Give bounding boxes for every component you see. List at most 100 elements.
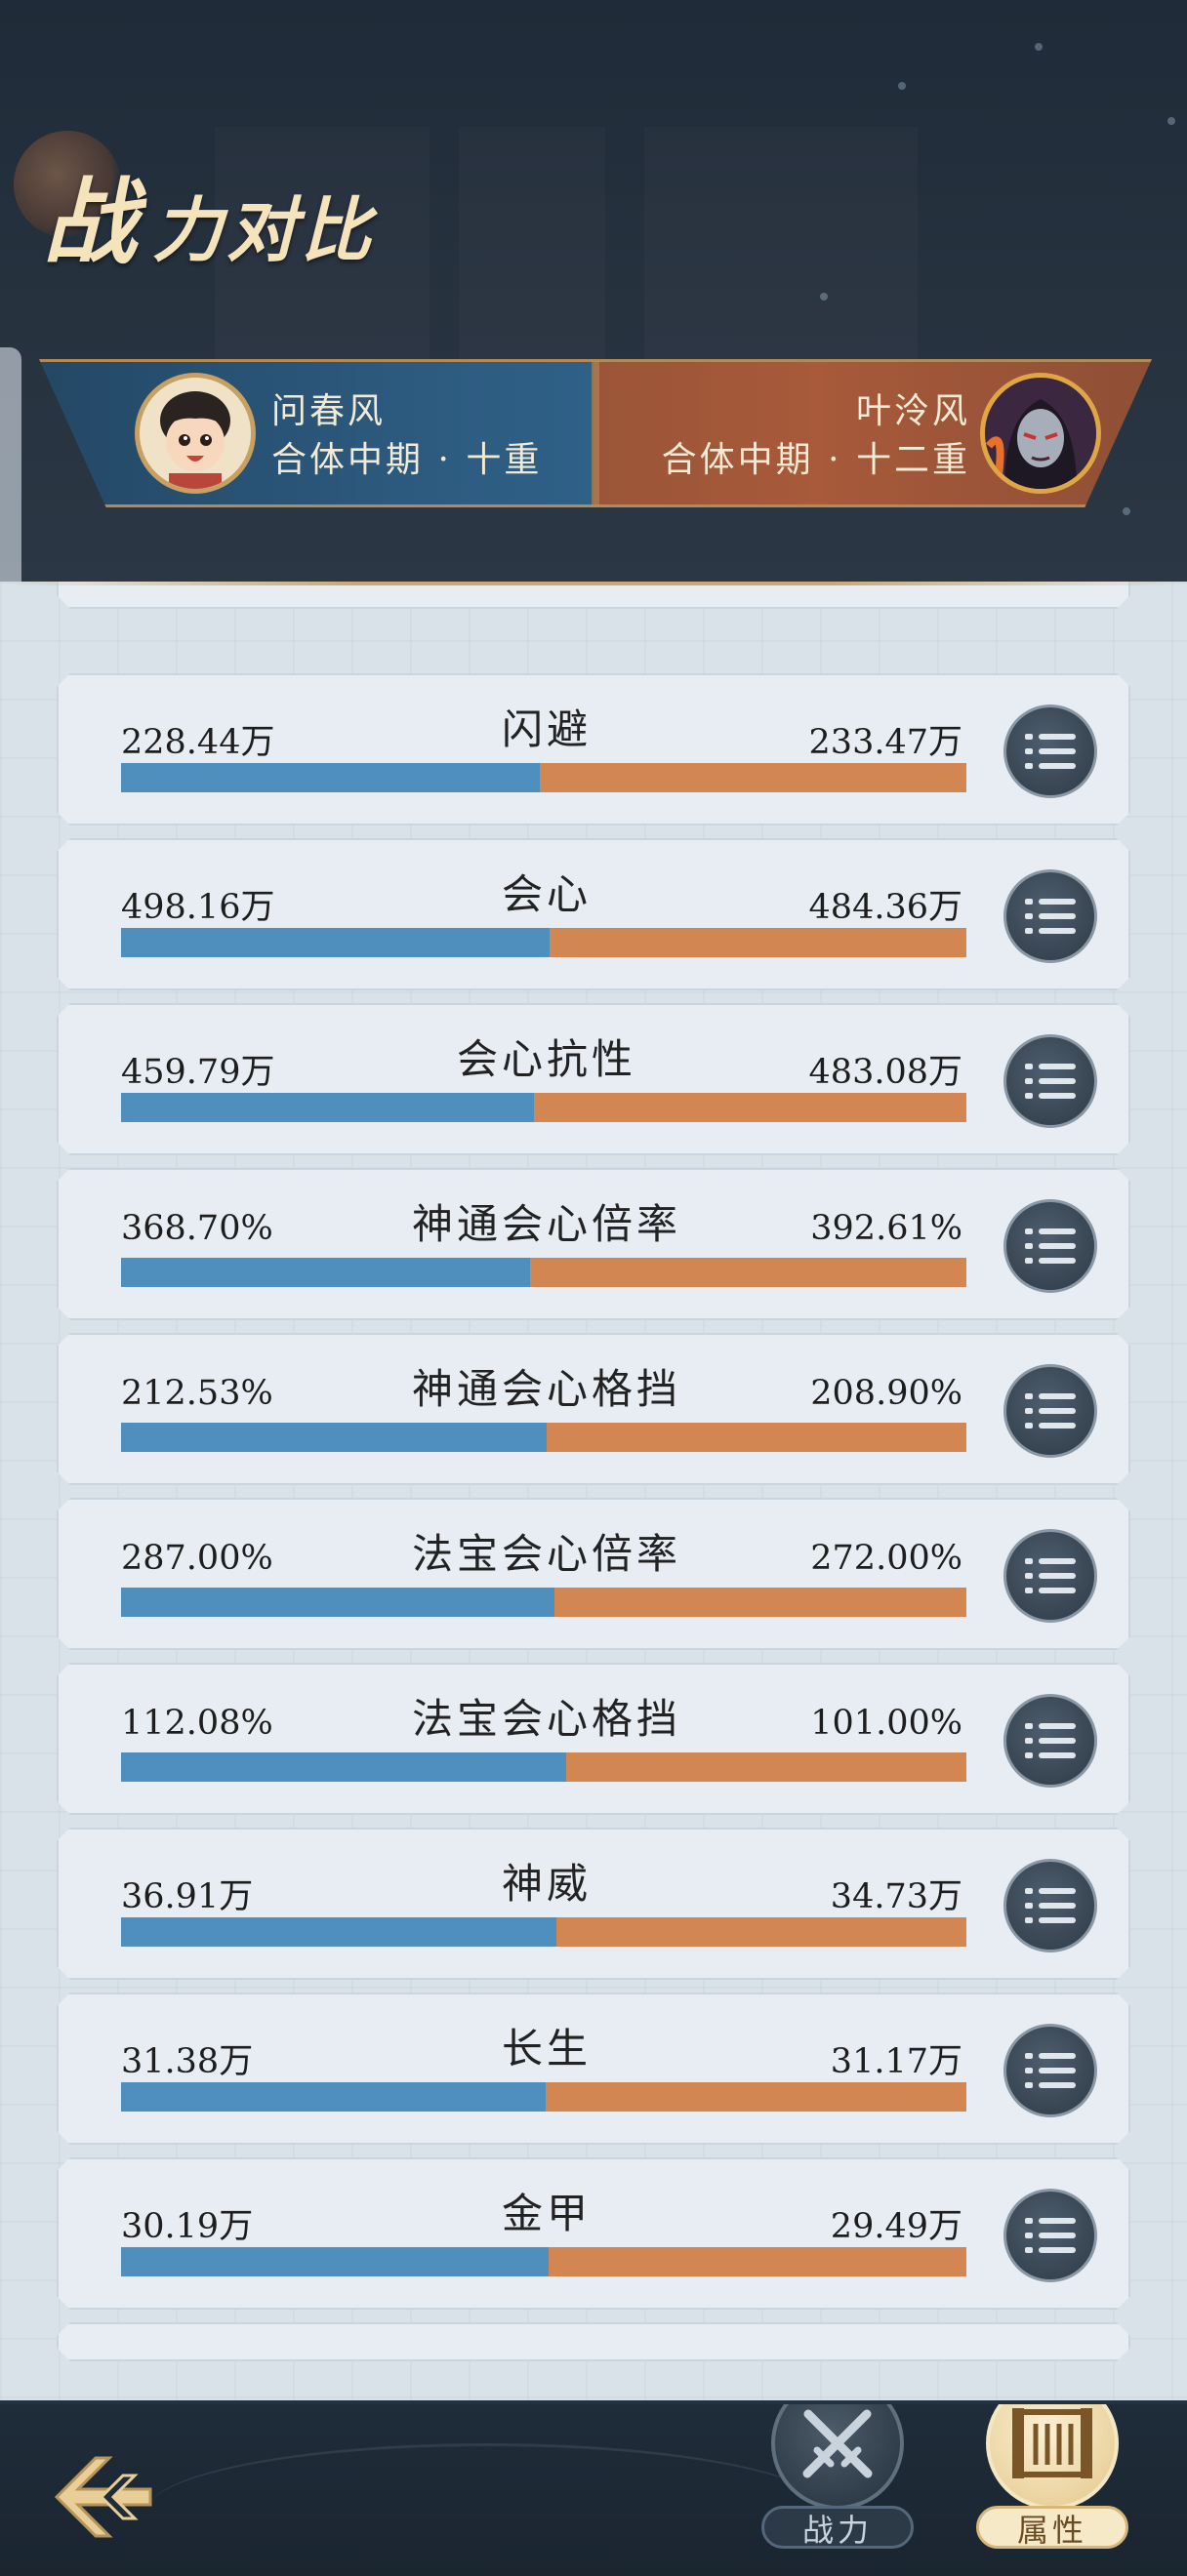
- list-icon: [1023, 730, 1078, 773]
- header: 战 力对比 问春风 合体中期 · 十重 叶泠风 合体中期 · 十二重: [0, 0, 1187, 585]
- list-icon: [1023, 2214, 1078, 2257]
- list-icon: [1023, 1554, 1078, 1597]
- scroll-icon: [1012, 2408, 1092, 2478]
- player2-bar: [546, 2082, 966, 2112]
- player2-avatar[interactable]: [980, 373, 1101, 494]
- title-rest: 力对比: [152, 188, 376, 271]
- detail-button[interactable]: [1003, 869, 1097, 963]
- player2-value: 208.90%: [810, 1374, 962, 1413]
- player1-value: 459.79万: [121, 1053, 275, 1092]
- attribute-row: 神通会心格挡 212.53% 208.90%: [57, 1333, 1130, 1485]
- back-button[interactable]: [45, 2443, 162, 2551]
- gold-divider: [0, 582, 1187, 585]
- list-icon: [1023, 1389, 1078, 1432]
- detail-button[interactable]: [1003, 2024, 1097, 2117]
- star-icon: [1035, 43, 1043, 51]
- comparison-bar: [121, 1588, 966, 1617]
- attribute-row: 会心 498.16万 484.36万: [57, 838, 1130, 990]
- player1-bar: [121, 2247, 549, 2276]
- list-icon: [1023, 895, 1078, 938]
- player1-bar: [121, 2082, 546, 2112]
- player1-avatar[interactable]: [135, 373, 256, 494]
- player1-value: 31.38万: [121, 2042, 254, 2081]
- attribute-label: 会心抗性: [456, 1035, 636, 1083]
- player2-value: 484.36万: [808, 888, 962, 927]
- title-first-char: 战: [43, 167, 141, 277]
- player1-value: 287.00%: [121, 1539, 273, 1578]
- attribute-label: 神通会心倍率: [411, 1200, 681, 1248]
- star-icon: [1123, 507, 1130, 515]
- comparison-bar: [121, 2247, 966, 2276]
- power-disc: [771, 2404, 904, 2510]
- player2-value: 233.47万: [808, 723, 962, 762]
- attribute-list[interactable]: 闪避 228.44万 233.47万会心 498.16万 484.36万会心抗性 459.…: [0, 582, 1187, 2404]
- page-title: 战 力对比: [43, 146, 375, 282]
- comparison-bar: [121, 763, 966, 792]
- player1-rank: 合体中期 · 十重: [271, 440, 543, 480]
- attribute-label: 闪避: [501, 705, 592, 753]
- tab-power-label: 战力: [761, 2506, 914, 2549]
- detail-button[interactable]: [1003, 1364, 1097, 1458]
- attribute-row-partial: [57, 2322, 1130, 2361]
- crossed-swords-icon: [802, 2409, 873, 2478]
- attribute-row: 法宝会心格挡 112.08% 101.00%: [57, 1663, 1130, 1815]
- player2-bar: [554, 1588, 966, 1617]
- player1-bar: [121, 1588, 554, 1617]
- comparison-bar: [121, 1917, 966, 1947]
- attribute-row: 神威 36.91万 34.73万: [57, 1828, 1130, 1980]
- list-icon: [1023, 1719, 1078, 1762]
- versus-divider: [592, 359, 599, 507]
- attribute-row: 金甲 30.19万 29.49万: [57, 2157, 1130, 2310]
- tab-attributes[interactable]: 属性: [976, 2404, 1128, 2568]
- attribute-label: 法宝会心格挡: [411, 1695, 681, 1743]
- player1-name: 问春风: [271, 391, 387, 431]
- attribute-row: 会心抗性 459.79万 483.08万: [57, 1003, 1130, 1155]
- comparison-bar: [121, 1752, 966, 1782]
- detail-button[interactable]: [1003, 2189, 1097, 2282]
- detail-button[interactable]: [1003, 1859, 1097, 1952]
- player2-bar: [547, 1423, 966, 1452]
- player1-bar: [121, 1917, 556, 1947]
- player2-bar: [556, 1917, 966, 1947]
- player2-name: 叶泠风: [855, 391, 970, 431]
- detail-button[interactable]: [1003, 1034, 1097, 1128]
- star-icon: [820, 293, 828, 301]
- list-icon: [1023, 1225, 1078, 1268]
- attribute-row: 长生 31.38万 31.17万: [57, 1992, 1130, 2145]
- player2-rank: 合体中期 · 十二重: [661, 440, 970, 480]
- player2-value: 31.17万: [830, 2042, 962, 2081]
- player1-value: 36.91万: [121, 1877, 254, 1916]
- attribute-row: 神通会心倍率 368.70% 392.61%: [57, 1168, 1130, 1320]
- attribute-label: 神通会心格挡: [411, 1365, 681, 1413]
- cloud-decoration: [146, 2443, 830, 2576]
- attribute-label: 会心: [501, 870, 592, 918]
- bottom-bar: 战力 属性: [0, 2400, 1187, 2576]
- bg-panel: [459, 127, 605, 381]
- detail-button[interactable]: [1003, 1529, 1097, 1623]
- player2-value: 483.08万: [808, 1053, 962, 1092]
- player1-value: 212.53%: [121, 1374, 273, 1413]
- player1-value: 30.19万: [121, 2207, 254, 2246]
- player2-value: 392.61%: [810, 1209, 962, 1248]
- player2-bar: [530, 1258, 966, 1287]
- detail-button[interactable]: [1003, 704, 1097, 798]
- player2-value: 272.00%: [810, 1539, 962, 1578]
- player1-bar: [121, 928, 550, 957]
- player1-bar: [121, 1258, 530, 1287]
- detail-button[interactable]: [1003, 1199, 1097, 1293]
- attribute-row: 闪避 228.44万 233.47万: [57, 673, 1130, 825]
- comparison-bar: [121, 1258, 966, 1287]
- tab-power[interactable]: 战力: [761, 2404, 914, 2568]
- player2-bar: [550, 928, 966, 957]
- detail-button[interactable]: [1003, 1694, 1097, 1788]
- sun-decoration: [14, 131, 121, 238]
- versus-banner: 问春风 合体中期 · 十重 叶泠风 合体中期 · 十二重: [39, 359, 1152, 507]
- star-icon: [1167, 117, 1175, 125]
- player1-bar: [121, 763, 540, 792]
- list-icon: [1023, 1884, 1078, 1927]
- player1-value: 498.16万: [121, 888, 275, 927]
- back-arrow-icon: [54, 2456, 152, 2538]
- attribute-label: 金甲: [501, 2190, 592, 2237]
- star-icon: [898, 82, 906, 90]
- player2-value: 101.00%: [810, 1704, 962, 1743]
